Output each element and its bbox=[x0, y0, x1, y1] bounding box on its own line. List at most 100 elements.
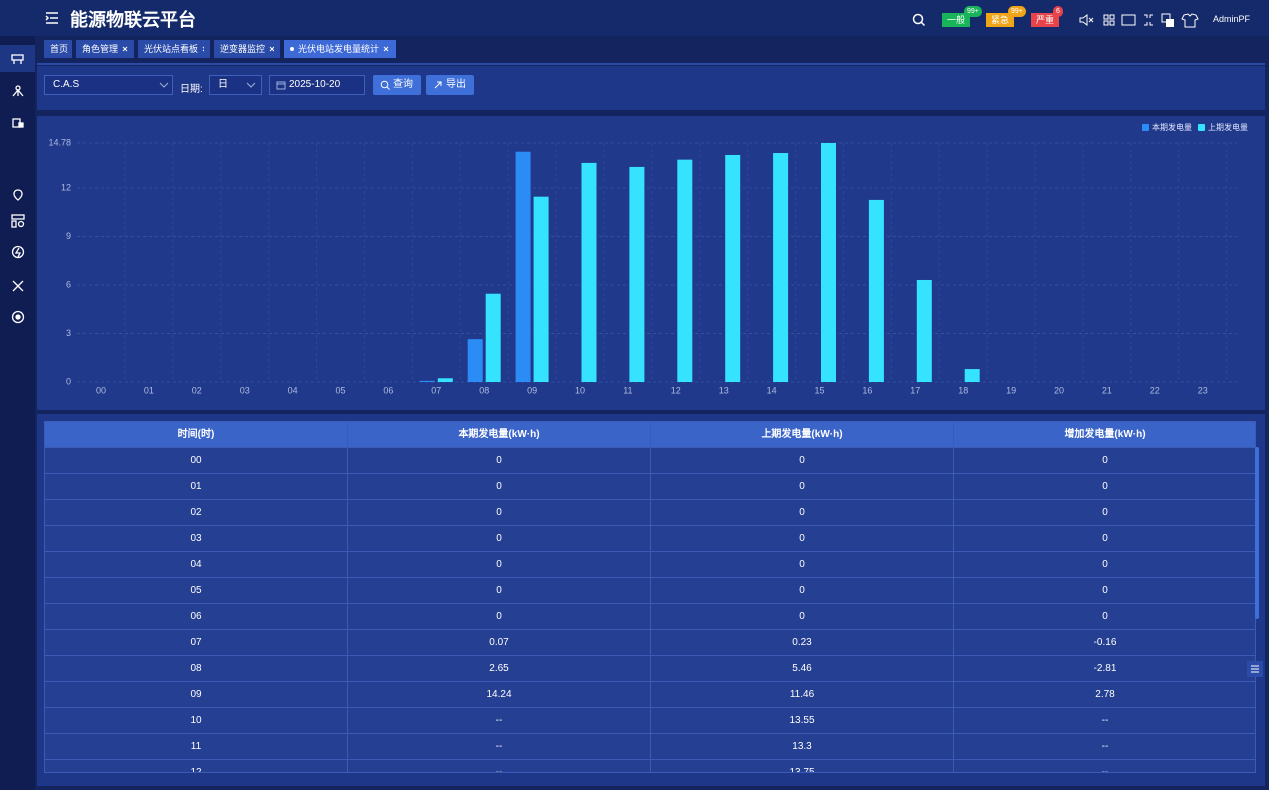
alert-badge[interactable]: 严重 bbox=[1031, 13, 1060, 27]
table-cell: 0 bbox=[651, 500, 954, 526]
alert-badge[interactable]: 紧急 bbox=[986, 13, 1015, 27]
y-tick-label: 6 bbox=[66, 279, 71, 289]
date-value: 2025-10-20 bbox=[289, 79, 341, 90]
tab-label: 光伏电站发电量统计 bbox=[298, 44, 380, 54]
date-input[interactable]: 2025-10-20 bbox=[269, 75, 365, 95]
chart-panel bbox=[37, 116, 1265, 410]
close-x bbox=[122, 46, 128, 52]
legend-label: 本期发电量 bbox=[1152, 122, 1192, 132]
alert-count: 99+ bbox=[1008, 6, 1026, 17]
tab-close[interactable] bbox=[269, 46, 274, 52]
x-tick-label: 18 bbox=[958, 385, 968, 395]
alert-badge[interactable]: 一般 bbox=[942, 13, 971, 27]
table-cell: -2.81 bbox=[954, 656, 1255, 682]
table-cell: 0 bbox=[954, 500, 1255, 526]
table-cell: -- bbox=[348, 734, 651, 760]
bar bbox=[629, 166, 645, 382]
x-tick-label: 05 bbox=[335, 385, 345, 395]
tab-label: 逆变器监控 bbox=[220, 44, 266, 54]
legend-label: 上期发电量 bbox=[1208, 122, 1248, 132]
sidebar-icons[interactable] bbox=[10, 50, 26, 330]
bar bbox=[533, 196, 549, 382]
table-cell: 0 bbox=[348, 526, 651, 552]
date-label: 日期: bbox=[180, 84, 203, 95]
x-tick-label: 04 bbox=[288, 385, 298, 395]
table-cell: 0 bbox=[651, 552, 954, 578]
y-tick-label: 9 bbox=[66, 231, 71, 241]
menu-icon[interactable] bbox=[44, 10, 60, 26]
tab-close[interactable] bbox=[202, 46, 204, 52]
x-tick-label: 00 bbox=[96, 385, 106, 395]
scrollbar[interactable] bbox=[1255, 447, 1259, 619]
table-cell: 5.46 bbox=[651, 656, 954, 682]
x-tick-label: 21 bbox=[1102, 385, 1112, 395]
table-cell: 09 bbox=[45, 682, 348, 708]
x-tick-label: 23 bbox=[1198, 385, 1208, 395]
bar bbox=[515, 151, 531, 382]
x-tick-label: 10 bbox=[575, 385, 585, 395]
user-name[interactable]: AdminPF bbox=[1213, 14, 1251, 24]
close-x bbox=[269, 46, 274, 52]
x-tick-label: 13 bbox=[719, 385, 729, 395]
query-button[interactable]: 查询 bbox=[373, 75, 421, 95]
table-cell: 03 bbox=[45, 526, 348, 552]
x-tick-label: 15 bbox=[814, 385, 824, 395]
table-cell: 13.3 bbox=[651, 734, 954, 760]
table-cell: 0 bbox=[348, 578, 651, 604]
table-cell: 11.46 bbox=[651, 682, 954, 708]
active-dot bbox=[290, 47, 294, 51]
x-tick-label: 09 bbox=[527, 385, 537, 395]
table-cell: 02 bbox=[45, 500, 348, 526]
column-header: 上期发电量(kW·h) bbox=[651, 422, 954, 448]
station-select[interactable]: C.A.S bbox=[44, 75, 173, 95]
sidebar bbox=[0, 36, 35, 790]
y-tick-label: 12 bbox=[61, 182, 71, 192]
table-cell: -- bbox=[954, 760, 1255, 772]
table-cell: 0 bbox=[348, 474, 651, 500]
search-icon bbox=[380, 80, 390, 90]
table-cell: 13.75 bbox=[651, 760, 954, 772]
table-cell: 14.24 bbox=[348, 682, 651, 708]
tab[interactable]: 逆变器监控 bbox=[214, 40, 280, 58]
bar bbox=[467, 339, 483, 382]
period-select[interactable]: 日 bbox=[209, 75, 262, 95]
close-x bbox=[202, 46, 204, 52]
bar bbox=[916, 279, 932, 382]
toolbar-icons[interactable] bbox=[1078, 12, 1228, 28]
table-cell: 2.65 bbox=[348, 656, 651, 682]
x-tick-label: 22 bbox=[1150, 385, 1160, 395]
settings-icon[interactable] bbox=[1247, 661, 1263, 677]
tab[interactable]: 首页 bbox=[44, 40, 72, 58]
table-cell: 0 bbox=[348, 500, 651, 526]
tab-close[interactable] bbox=[383, 46, 389, 52]
export-icon bbox=[434, 81, 442, 89]
table-cell: 11 bbox=[45, 734, 348, 760]
x-tick-label: 20 bbox=[1054, 385, 1064, 395]
export-button[interactable]: 导出 bbox=[426, 75, 474, 95]
bar bbox=[485, 293, 501, 382]
alert-count: 6 bbox=[1053, 6, 1063, 17]
table-cell: 0 bbox=[348, 552, 651, 578]
column-header: 增加发电量(kW·h) bbox=[954, 422, 1255, 448]
table-cell: 0 bbox=[348, 604, 651, 630]
x-tick-label: 02 bbox=[192, 385, 202, 395]
tab-label: 首页 bbox=[50, 44, 69, 54]
period-value: 日 bbox=[218, 79, 228, 90]
table-cell: 00 bbox=[45, 448, 348, 474]
app-title: 能源物联云平台 bbox=[70, 10, 196, 30]
x-tick-label: 11 bbox=[623, 385, 632, 395]
query-text: 查询 bbox=[393, 79, 413, 90]
legend-swatch bbox=[1142, 124, 1149, 131]
search-icon[interactable] bbox=[912, 13, 926, 27]
tab[interactable]: 角色管理 bbox=[76, 40, 134, 58]
tab-divider bbox=[37, 63, 1265, 65]
x-tick-label: 03 bbox=[240, 385, 250, 395]
x-tick-label: 12 bbox=[671, 385, 681, 395]
bar bbox=[964, 369, 980, 382]
tab-close[interactable] bbox=[122, 46, 128, 52]
x-tick-label: 08 bbox=[479, 385, 489, 395]
export-text: 导出 bbox=[446, 79, 466, 90]
tab[interactable]: 光伏电站发电量统计 bbox=[284, 40, 396, 58]
tab[interactable]: 光伏站点看板 bbox=[138, 40, 210, 58]
